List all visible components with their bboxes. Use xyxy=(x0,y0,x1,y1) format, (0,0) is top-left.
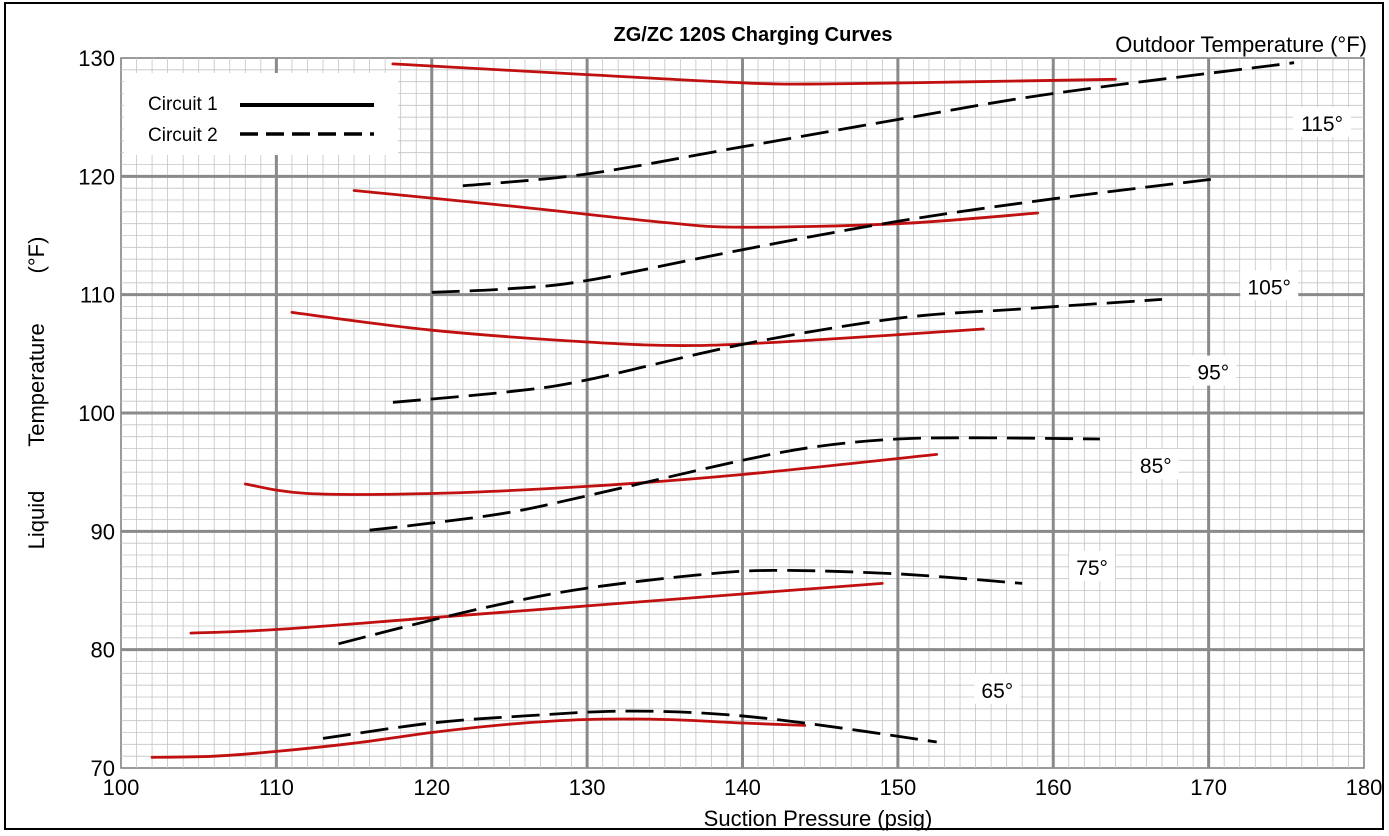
y-axis-label-liquid: Liquid xyxy=(24,491,49,550)
temperature-label: 75° xyxy=(1076,557,1108,580)
temperature-label-background xyxy=(1132,449,1179,480)
circuit-2-curve-115f xyxy=(462,61,1295,188)
y-tick-label: 130 xyxy=(78,46,115,71)
circuit-1-curve-75f xyxy=(189,582,884,635)
temperature-label-background xyxy=(974,673,1021,704)
y-tick-label: 80 xyxy=(91,638,115,663)
legend: Circuit 1 Circuit 2 xyxy=(124,73,398,155)
x-axis-label: Suction Pressure (psig) xyxy=(704,806,933,831)
circuit-2-curve-95f xyxy=(392,298,1163,404)
y-axis-label-unit: (°F) xyxy=(24,237,49,274)
temperature-label: 95° xyxy=(1197,362,1229,385)
y-tick-label: 120 xyxy=(78,164,115,189)
x-tick-label: 110 xyxy=(259,775,294,800)
circuit-1-curve-85f xyxy=(243,453,939,496)
y-tick-label: 90 xyxy=(91,519,115,544)
y-axis-label: Liquid Temperature (°F) xyxy=(24,237,49,550)
circuit-1-curve-105f xyxy=(352,189,1040,229)
grid xyxy=(121,58,1364,768)
temperature-label: 65° xyxy=(981,680,1013,703)
y-tick-label: 70 xyxy=(91,756,115,781)
temperature-label: 85° xyxy=(1140,455,1172,478)
temperature-label-background xyxy=(1240,270,1299,301)
x-tick-label: 160 xyxy=(1035,775,1072,800)
curves xyxy=(150,61,1295,759)
chart-title: ZG/ZC 120S Charging Curves xyxy=(614,24,893,46)
temperature-label-background xyxy=(1069,550,1116,581)
x-tick-label: 170 xyxy=(1190,775,1227,800)
circuit-1-curve-115f xyxy=(391,62,1117,86)
x-axis-tick-labels: 100 110 120 130 140 150 160 170 180 xyxy=(103,775,1383,800)
x-tick-label: 100 xyxy=(103,775,140,800)
y-tick-label: 110 xyxy=(80,283,115,308)
circuit-1-curve-95f xyxy=(290,311,985,347)
x-tick-label: 180 xyxy=(1346,775,1383,800)
temperature-label-background xyxy=(1293,107,1352,138)
temperature-label: 115° xyxy=(1301,113,1343,136)
y-axis-label-temperature: Temperature xyxy=(24,323,49,447)
x-tick-label: 150 xyxy=(880,775,917,800)
y-tick-label: 100 xyxy=(78,401,115,426)
temperature-label: 105° xyxy=(1248,276,1291,299)
y-axis-tick-labels: 70 80 90 100 110 120 130 xyxy=(78,46,115,781)
x-tick-label: 120 xyxy=(413,775,450,800)
circuit-2-curve-85f xyxy=(369,436,1100,532)
outdoor-temperature-labels: 115° 105° 95° 85° 75° 65° xyxy=(974,107,1352,704)
legend-entry-circuit-1: Circuit 1 xyxy=(148,94,218,115)
temperature-label-background xyxy=(1190,355,1237,386)
circuit-1-curve-65f xyxy=(150,717,807,759)
outdoor-temperature-heading: Outdoor Temperature (°F) xyxy=(1115,32,1367,57)
circuit-2-curve-105f xyxy=(431,177,1217,294)
x-tick-label: 140 xyxy=(724,775,761,800)
legend-box xyxy=(124,73,398,155)
x-tick-label: 130 xyxy=(569,775,606,800)
legend-entry-circuit-2: Circuit 2 xyxy=(148,125,218,146)
